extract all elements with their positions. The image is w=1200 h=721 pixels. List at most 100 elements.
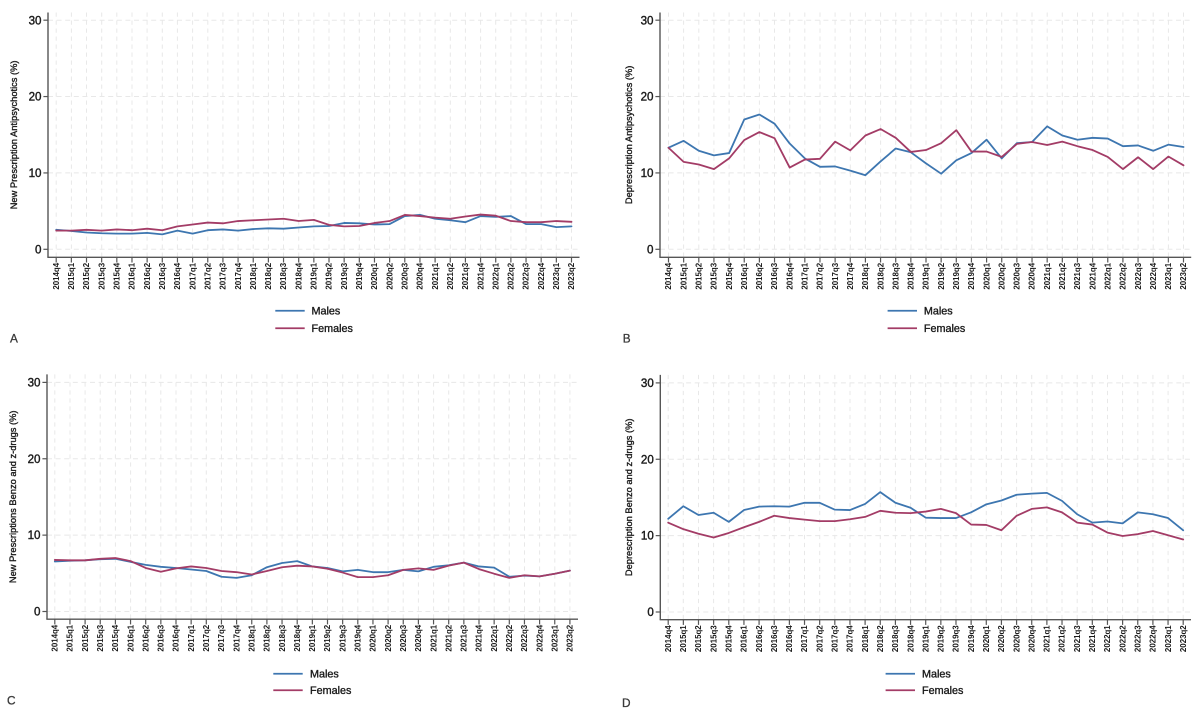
svg-text:2021q3: 2021q3 [461, 262, 470, 289]
svg-text:20: 20 [641, 91, 654, 104]
svg-text:2020q2: 2020q2 [997, 262, 1006, 289]
svg-text:2016q2: 2016q2 [143, 262, 152, 289]
svg-text:2020q4: 2020q4 [1028, 262, 1037, 289]
svg-text:Females: Females [924, 323, 966, 335]
svg-text:2017q2: 2017q2 [202, 624, 211, 651]
svg-text:2019q3: 2019q3 [952, 625, 961, 652]
svg-text:0: 0 [35, 243, 41, 256]
svg-text:0: 0 [647, 606, 653, 619]
svg-text:2020q1: 2020q1 [369, 624, 378, 651]
svg-text:2015q4: 2015q4 [111, 624, 120, 651]
svg-text:2016q1: 2016q1 [126, 624, 135, 651]
svg-text:2017q4: 2017q4 [846, 262, 855, 289]
svg-text:2022q1: 2022q1 [490, 624, 499, 651]
svg-text:2017q4: 2017q4 [234, 262, 243, 289]
svg-text:2016q3: 2016q3 [770, 262, 779, 289]
svg-text:2015q1: 2015q1 [66, 624, 75, 651]
svg-text:20: 20 [28, 453, 41, 466]
svg-text:A: A [10, 332, 18, 346]
svg-text:2017q2: 2017q2 [203, 262, 212, 289]
svg-text:2020q3: 2020q3 [1012, 625, 1021, 652]
svg-text:C: C [7, 693, 16, 707]
svg-text:2023q2: 2023q2 [567, 262, 576, 289]
svg-text:2014q4: 2014q4 [664, 625, 673, 652]
svg-text:2020q4: 2020q4 [414, 624, 423, 651]
svg-text:2016q1: 2016q1 [740, 262, 749, 289]
svg-text:2021q4: 2021q4 [1088, 262, 1097, 289]
svg-text:2022q3: 2022q3 [520, 624, 529, 651]
svg-text:2020q1: 2020q1 [370, 262, 379, 289]
svg-text:2022q2: 2022q2 [505, 624, 514, 651]
svg-text:2016q4: 2016q4 [785, 625, 794, 652]
svg-text:2015q1: 2015q1 [679, 625, 688, 652]
svg-text:2022q2: 2022q2 [507, 262, 516, 289]
svg-text:2015q1: 2015q1 [67, 262, 76, 289]
svg-text:2016q2: 2016q2 [755, 262, 764, 289]
svg-text:2016q2: 2016q2 [141, 624, 150, 651]
svg-text:2017q1: 2017q1 [188, 262, 197, 289]
svg-text:2017q4: 2017q4 [846, 625, 855, 652]
svg-text:2016q3: 2016q3 [770, 625, 779, 652]
svg-text:Deprescription Benzo and z-dru: Deprescription Benzo and z-drugs (%) [624, 418, 634, 576]
svg-text:2016q3: 2016q3 [158, 262, 167, 289]
svg-text:2020q3: 2020q3 [400, 262, 409, 289]
svg-text:2023q1: 2023q1 [1164, 262, 1173, 289]
svg-text:20: 20 [29, 91, 42, 104]
svg-text:2016q1: 2016q1 [740, 625, 749, 652]
svg-text:2018q4: 2018q4 [906, 625, 915, 652]
svg-text:Females: Females [312, 323, 354, 335]
svg-text:2019q1: 2019q1 [308, 624, 317, 651]
svg-text:2016q4: 2016q4 [173, 262, 182, 289]
svg-text:10: 10 [29, 167, 42, 180]
svg-text:2015q2: 2015q2 [694, 625, 703, 652]
svg-text:2018q4: 2018q4 [294, 262, 303, 289]
svg-text:2014q4: 2014q4 [664, 262, 673, 289]
svg-text:0: 0 [647, 243, 653, 256]
svg-text:2020q4: 2020q4 [416, 262, 425, 289]
svg-text:10: 10 [28, 529, 41, 542]
svg-text:2015q4: 2015q4 [724, 625, 733, 652]
svg-text:2015q4: 2015q4 [725, 262, 734, 289]
svg-text:2016q2: 2016q2 [755, 625, 764, 652]
svg-text:2016q4: 2016q4 [785, 262, 794, 289]
svg-text:2021q4: 2021q4 [475, 624, 484, 651]
svg-text:2017q3: 2017q3 [831, 262, 840, 289]
svg-text:2019q4: 2019q4 [354, 624, 363, 651]
svg-text:2023q2: 2023q2 [1179, 262, 1188, 289]
svg-text:2022q1: 2022q1 [1103, 625, 1112, 652]
svg-text:2020q2: 2020q2 [385, 262, 394, 289]
svg-text:2019q3: 2019q3 [338, 624, 347, 651]
svg-text:2014q4: 2014q4 [51, 624, 60, 651]
svg-text:2022q3: 2022q3 [1133, 625, 1142, 652]
svg-text:2017q2: 2017q2 [815, 625, 824, 652]
svg-text:2023q1: 2023q1 [550, 624, 559, 651]
svg-text:2021q2: 2021q2 [446, 262, 455, 289]
svg-text:2014q4: 2014q4 [52, 262, 61, 289]
svg-text:New Prescription Antipsychotic: New Prescription Antipsychotics (%) [9, 60, 19, 209]
svg-text:2022q4: 2022q4 [1149, 625, 1158, 652]
svg-text:30: 30 [28, 376, 41, 389]
svg-text:Males: Males [310, 669, 339, 681]
svg-text:2018q3: 2018q3 [891, 262, 900, 289]
svg-text:2022q2: 2022q2 [1118, 625, 1127, 652]
svg-text:0: 0 [34, 606, 40, 619]
svg-text:2023q2: 2023q2 [566, 624, 575, 651]
svg-text:2015q3: 2015q3 [96, 624, 105, 651]
svg-text:2018q4: 2018q4 [293, 624, 302, 651]
svg-text:2016q4: 2016q4 [172, 624, 181, 651]
svg-text:30: 30 [29, 14, 42, 27]
svg-text:2022q2: 2022q2 [1119, 262, 1128, 289]
svg-text:2021q1: 2021q1 [1043, 625, 1052, 652]
svg-text:2018q1: 2018q1 [861, 262, 870, 289]
svg-text:2022q3: 2022q3 [522, 262, 531, 289]
svg-text:2016q3: 2016q3 [157, 624, 166, 651]
svg-text:2015q4: 2015q4 [113, 262, 122, 289]
svg-text:2015q1: 2015q1 [679, 262, 688, 289]
svg-text:2018q3: 2018q3 [278, 624, 287, 651]
svg-text:D: D [622, 696, 631, 710]
svg-text:2021q2: 2021q2 [1058, 262, 1067, 289]
svg-text:2021q1: 2021q1 [429, 624, 438, 651]
svg-text:2022q4: 2022q4 [1149, 262, 1158, 289]
svg-text:Males: Males [312, 306, 341, 318]
svg-text:2019q1: 2019q1 [310, 262, 319, 289]
